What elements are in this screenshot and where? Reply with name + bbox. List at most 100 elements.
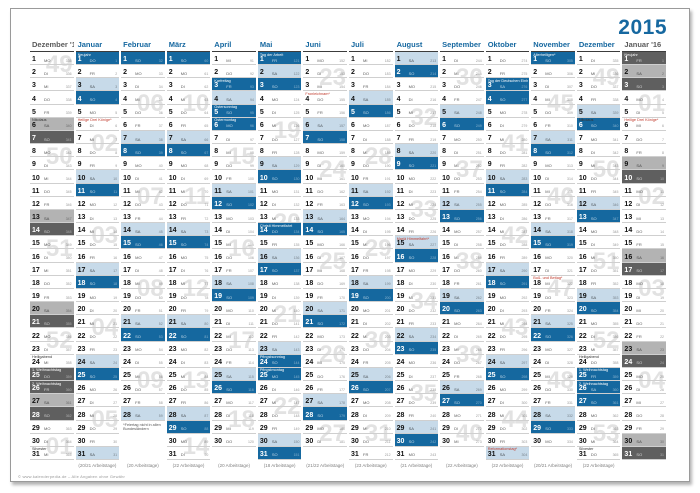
day-number: 13	[123, 214, 131, 222]
day-of-year: 127	[293, 137, 300, 142]
day-cell: 2 SA 122	[257, 65, 302, 79]
holiday-label: Karfreitag	[214, 78, 231, 83]
day-cell: 2 FR 2	[75, 65, 120, 79]
day-number: 17	[123, 266, 131, 274]
day-of-year: 300	[521, 400, 528, 405]
month-header: Januar '16	[622, 39, 666, 52]
day-number: 18	[168, 279, 177, 287]
day-of-year: 100	[248, 177, 254, 182]
day-cell: 19 SA 262	[440, 288, 484, 303]
weekday-label: MI	[636, 215, 641, 221]
day-cell: 27 SO 270	[440, 394, 484, 408]
day-number: 4	[32, 95, 36, 103]
day-number: 18	[396, 279, 405, 287]
weekday-label: SO	[499, 373, 506, 379]
day-of-year: 114	[248, 361, 254, 366]
month-column: Juli 28 29 30 31 1 MI 182 2 DO 183 3 FR 184 4 SA 185 5 SO 1…	[349, 39, 393, 473]
day-number: 24	[305, 358, 314, 366]
day-of-year: 275	[521, 71, 528, 76]
day-of-year: 132	[293, 203, 300, 208]
day-number: 25	[533, 372, 542, 380]
day-of-year: 217	[430, 111, 437, 116]
day-cell: 10 FR 100	[212, 170, 256, 184]
workdays-label: (22 Arbeitstage)	[172, 463, 205, 468]
day-cell: 27 DI 27	[75, 394, 120, 408]
weekday-label: DO	[44, 97, 50, 103]
day-cell: 24 SA 297	[485, 354, 530, 368]
day-of-year: 189	[384, 150, 391, 155]
day-cell: 20 SA 354	[30, 302, 74, 316]
weekday-label: DI	[135, 176, 140, 182]
day-cell: 21 FR 233	[394, 315, 439, 329]
weekday-label: SO	[636, 83, 643, 89]
day-number: 24	[32, 358, 40, 366]
day-cell: 22 DI 265	[440, 328, 484, 342]
day-of-year: 39	[158, 150, 163, 155]
day-number: 22	[578, 332, 587, 340]
day-number: 14	[77, 227, 86, 235]
day-number: 6	[214, 121, 219, 129]
day-of-year: 194	[384, 216, 391, 221]
weekday-label: FR	[545, 399, 551, 405]
day-of-year: 247	[475, 98, 482, 103]
weekday-label: SA	[454, 110, 460, 116]
weekday-label: SO	[499, 97, 506, 103]
day-of-year: 56	[158, 374, 163, 379]
day-of-year: 36	[158, 111, 163, 116]
day-cell: 14 MI 14	[75, 223, 120, 237]
weekday-label: SA	[363, 281, 369, 287]
day-cell: Ostersonntag 5 SO 95	[212, 104, 256, 118]
day-cell: 4 MO 124	[257, 91, 302, 105]
day-of-year: 221	[430, 163, 437, 168]
weekday-label: DO	[89, 241, 96, 247]
day-number: 29	[533, 424, 542, 432]
day-of-year: 245	[475, 71, 482, 76]
day-number: 5	[77, 108, 82, 116]
day-number: 22	[214, 332, 223, 340]
day-of-year: 32	[158, 58, 163, 63]
day-cell: 1 DI 244	[440, 52, 484, 66]
day-of-year: 325	[567, 321, 573, 326]
day-number: 25	[396, 372, 405, 380]
day-cell: 4 SO 4	[75, 91, 120, 105]
weekday-label: SO	[590, 123, 597, 129]
day-of-year: 72	[204, 216, 209, 221]
day-of-year: 112	[248, 335, 254, 340]
day-cell: 13 SO 256	[440, 209, 484, 224]
day-cell: 3 DO 246	[440, 78, 484, 92]
weekday-label: SO	[317, 228, 324, 234]
day-number: 16	[578, 253, 587, 261]
day-number: 15	[123, 240, 131, 248]
day-cell: 21 DO 21	[622, 315, 666, 329]
day-cell: Fronleichnam* 4 DO 155	[303, 91, 347, 105]
day-number: 22	[168, 332, 177, 340]
day-of-year: 20	[660, 308, 664, 313]
day-of-year: 58	[158, 400, 163, 405]
day-cell: 3 SO 123	[257, 78, 302, 92]
weekday-label: DI	[44, 162, 48, 168]
workdays-label	[30, 460, 74, 473]
weekday-label: MI	[135, 373, 140, 379]
weekday-label: SA	[135, 136, 141, 142]
day-number: 4	[77, 95, 82, 103]
day-number: 20	[305, 306, 314, 314]
weekday-label: SA	[89, 83, 95, 89]
day-number: 15	[32, 240, 40, 248]
weekday-label: SO	[89, 373, 96, 379]
day-cell: 20 MO 110	[212, 302, 256, 316]
day-of-year: 302	[521, 427, 528, 432]
day-number: 20	[442, 306, 450, 314]
day-cell: 12 MO 285	[485, 197, 530, 210]
day-number: 9	[578, 161, 583, 169]
weekday-label: SA	[590, 386, 597, 392]
day-number: 29	[214, 424, 223, 432]
day-cell: 30 MI 273	[440, 434, 484, 447]
day-cell: 10 DO 253	[440, 170, 484, 184]
day-cell: 12 DO 316	[531, 197, 575, 210]
weekday-label: MI	[226, 149, 231, 155]
day-number: 3	[624, 82, 629, 90]
day-number: 22	[305, 332, 314, 340]
day-number: 12	[442, 200, 450, 208]
day-of-year: 90	[204, 453, 209, 458]
weekday-label: DI	[226, 228, 231, 234]
